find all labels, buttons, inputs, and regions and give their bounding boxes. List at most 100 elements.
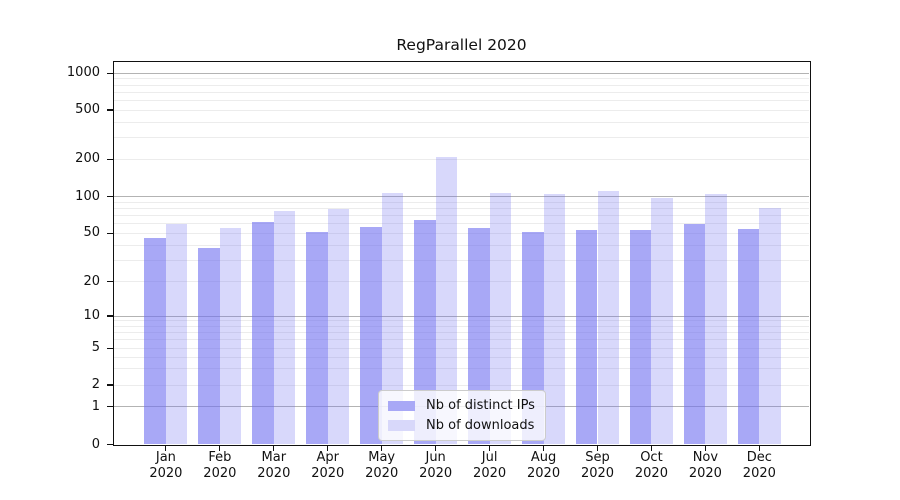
- y-tick: [106, 280, 113, 283]
- minor-gridline: [114, 121, 809, 123]
- x-tick-label: Sep 2020: [580, 450, 615, 481]
- major-gridline: [114, 72, 809, 74]
- x-tick-label: Apr 2020: [311, 450, 345, 481]
- y-tick-label: 10: [83, 308, 100, 323]
- minor-gridline: [114, 215, 809, 217]
- y-tick-label: 200: [75, 151, 100, 167]
- minor-gridline: [114, 259, 809, 261]
- bar-downloads-feb: [219, 228, 242, 445]
- x-tick: [704, 445, 706, 451]
- y-tick: [106, 347, 113, 349]
- x-tick: [327, 445, 329, 451]
- bar-distinct-ips-may: [360, 227, 382, 445]
- major-gridline: [114, 315, 809, 317]
- y-tick-label: 1: [91, 398, 100, 414]
- bar-distinct-ips-sep: [575, 230, 598, 445]
- legend-item-distinct-ips: Nb of distinct IPs: [388, 396, 535, 416]
- y-tick-label: 50: [83, 225, 100, 241]
- bar-distinct-ips-oct: [629, 230, 652, 445]
- bar-downloads-nov: [705, 194, 727, 445]
- minor-gridline: [114, 339, 809, 341]
- y-tick-label: 500: [75, 102, 100, 117]
- bar-downloads-may: [381, 192, 404, 445]
- minor-gridline: [114, 91, 809, 93]
- y-tick: [106, 406, 113, 408]
- y-tick-label: 5: [91, 340, 100, 356]
- bar-distinct-ips-nov: [683, 223, 706, 445]
- y-tick: [106, 443, 113, 446]
- minor-gridline: [114, 136, 809, 138]
- x-tick: [542, 445, 545, 451]
- x-tick: [489, 445, 491, 451]
- bar-downloads-jan: [165, 223, 188, 445]
- x-tick-label: Nov 2020: [688, 450, 722, 481]
- legend-swatch-downloads: [388, 420, 415, 431]
- minor-gridline: [114, 320, 809, 322]
- y-tick: [106, 72, 113, 74]
- minor-gridline: [114, 244, 809, 246]
- major-gridline: [114, 196, 809, 198]
- x-tick-label: May 2020: [365, 450, 399, 481]
- minor-gridline: [114, 84, 809, 86]
- y-tick-label: 100: [75, 188, 100, 204]
- x-tick-label: Jul 2020: [473, 450, 507, 481]
- x-tick-label: Mar 2020: [257, 450, 291, 481]
- bar-downloads-apr: [327, 209, 350, 445]
- y-tick: [106, 232, 113, 234]
- legend: Nb of distinct IPs Nb of downloads: [378, 390, 546, 441]
- y-tick-label: 20: [83, 273, 100, 289]
- bar-distinct-ips-apr: [306, 232, 328, 445]
- y-tick: [106, 384, 113, 386]
- y-tick: [106, 109, 113, 111]
- minor-gridline: [114, 78, 809, 80]
- legend-label-distinct-ips: Nb of distinct IPs: [426, 398, 535, 414]
- x-tick: [219, 445, 221, 451]
- bar-downloads-dec: [759, 207, 781, 445]
- x-tick: [381, 445, 383, 451]
- minor-gridline: [114, 158, 809, 160]
- plot-border: [113, 61, 811, 446]
- minor-gridline: [114, 325, 809, 327]
- bar-downloads-mar: [273, 211, 296, 445]
- bar-downloads-oct: [651, 197, 674, 445]
- y-tick-label: 0: [91, 436, 100, 452]
- y-tick: [106, 315, 113, 317]
- bar-distinct-ips-jan: [144, 237, 166, 445]
- x-tick-label: Feb 2020: [203, 450, 237, 481]
- minor-gridline: [114, 356, 809, 358]
- x-tick: [596, 445, 599, 451]
- x-tick-label: Dec 2020: [742, 450, 776, 481]
- x-tick: [435, 445, 437, 451]
- x-tick: [758, 445, 760, 451]
- legend-label-downloads: Nb of downloads: [426, 417, 535, 433]
- minor-gridline: [114, 384, 809, 386]
- bar-distinct-ips-jun: [414, 220, 436, 445]
- minor-gridline: [114, 109, 809, 111]
- minor-gridline: [114, 332, 809, 334]
- minor-gridline: [114, 232, 809, 234]
- minor-gridline: [114, 201, 809, 203]
- y-tick: [106, 158, 113, 160]
- minor-gridline: [114, 207, 809, 209]
- bar-downloads-aug: [543, 194, 566, 445]
- minor-gridline: [114, 99, 809, 101]
- legend-swatch-distinct-ips: [388, 400, 415, 411]
- x-tick: [650, 445, 653, 451]
- minor-gridline: [114, 347, 809, 349]
- y-tick: [106, 196, 113, 198]
- x-tick-label: Jan 2020: [149, 450, 183, 481]
- bar-distinct-ips-feb: [198, 247, 220, 445]
- minor-gridline: [114, 281, 809, 282]
- y-tick-label: 2: [91, 377, 100, 392]
- x-tick: [165, 445, 167, 451]
- y-tick-label: 1000: [66, 65, 100, 81]
- x-tick: [273, 445, 275, 451]
- chart-title: RegParallel 2020: [396, 36, 527, 54]
- bar-distinct-ips-mar: [252, 221, 274, 445]
- bar-distinct-ips-dec: [737, 229, 760, 445]
- x-tick-label: Oct 2020: [634, 450, 668, 481]
- bar-downloads-jul: [489, 193, 512, 445]
- bar-downloads-jun: [435, 156, 458, 445]
- bar-downloads-sep: [597, 190, 620, 445]
